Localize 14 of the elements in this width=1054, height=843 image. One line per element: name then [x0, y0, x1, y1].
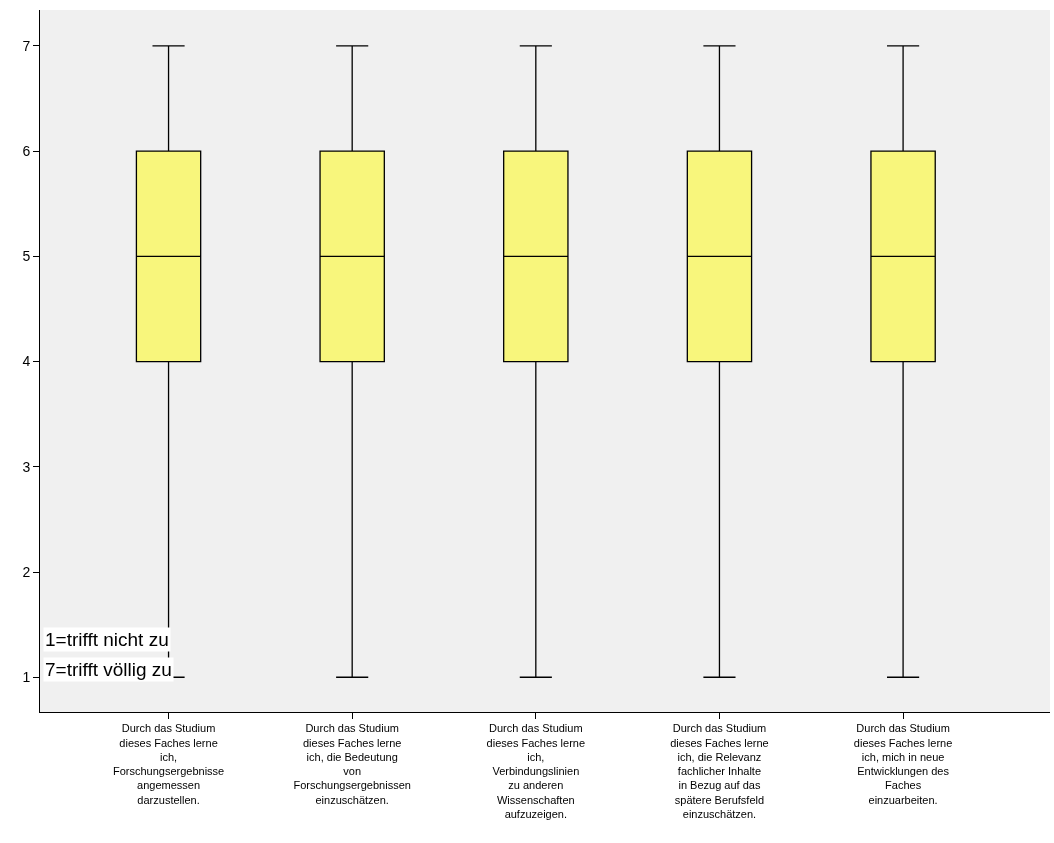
y-tick-label: 5 — [22, 248, 31, 265]
y-tick-label: 3 — [22, 458, 31, 475]
annotation: 1=trifft nicht zu — [45, 629, 169, 650]
y-tick-label: 7 — [22, 37, 31, 54]
y-tick-label: 1 — [22, 669, 31, 686]
annotation: 7=trifft völlig zu — [45, 659, 172, 680]
x-tick-label: Durch das Studium dieses Faches lerne ich, Forschungsergebnisse angemessen darzustellen. — [112, 722, 225, 806]
x-tick-label: Durch das Studium dieses Faches lerne ich, mich in neue Entwicklungen des Faches einzuarbeiten. — [853, 722, 953, 806]
x-tick-label: Durch das Studium dieses Faches lerne ich, die Bedeutung von Forschungsergebnissen einzuschätzen. — [293, 722, 411, 806]
x-tick-label: Durch das Studium dieses Faches lerne ich, die Relevanz fachlicher Inhalte in Bezug auf das spätere Berufsfeld einzuschätzen. — [670, 722, 769, 820]
y-tick-label: 4 — [22, 353, 31, 370]
y-tick-label: 6 — [22, 142, 31, 159]
x-tick-label: Durch das Studium dieses Faches lerne ich, Verbindungslinien zu anderen Wissenschaften aufzuzeigen. — [486, 722, 586, 820]
y-tick-label: 2 — [22, 563, 31, 580]
